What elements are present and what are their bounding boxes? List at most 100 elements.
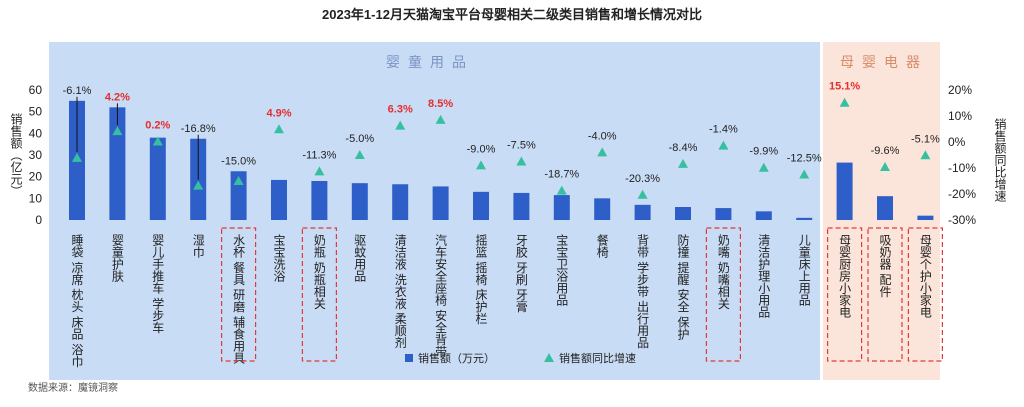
growth-data-label: -6.1% <box>63 85 92 97</box>
sales-bar <box>553 195 570 220</box>
category-label: 儿童床上用品 <box>797 234 811 306</box>
category-label: 牙胶 牙刷 牙膏 <box>514 234 528 313</box>
growth-data-label: 0.2% <box>145 119 170 131</box>
y-tick-label: 40 <box>29 126 43 140</box>
category-label: 奶嘴 奶嘴相关 <box>716 234 730 310</box>
y2-axis-title: 销售额同比增速 <box>993 118 1007 202</box>
svg-text:驱蚊用品: 驱蚊用品 <box>353 234 367 282</box>
svg-text:防撞 提醒 安全 保护: 防撞 提醒 安全 保护 <box>676 233 690 340</box>
section-label-maternal-appliances: 母婴电器 <box>840 54 928 70</box>
growth-marker <box>314 166 325 176</box>
y-tick-label: 10 <box>29 191 43 205</box>
svg-text:宝宝洗浴: 宝宝洗浴 <box>272 234 286 283</box>
sales-bar <box>392 184 409 220</box>
y2-tick-label: 0% <box>948 135 966 149</box>
growth-data-label: -12.5% <box>787 153 822 165</box>
y-tick-label: 30 <box>29 148 43 162</box>
y-axis-right: 20% 10% 0% -10% -20% -30% <box>948 83 976 227</box>
category-label: 摇篮 摇椅 床护栏 <box>474 234 488 325</box>
category-label: 水杯 餐具 研磨 辅食用具 <box>232 234 246 364</box>
dashed-highlight-box <box>221 227 257 362</box>
sales-bar <box>877 196 893 220</box>
growth-marker <box>476 160 486 170</box>
category-label: 奶瓶 奶瓶相关 <box>312 234 326 310</box>
y2-tick-label: 10% <box>948 109 972 123</box>
category-label: 宝宝洗浴 <box>272 234 286 283</box>
svg-text:湿巾: 湿巾 <box>191 233 205 258</box>
dashed-highlight-box <box>907 227 944 362</box>
dashed-highlight-box <box>705 227 742 362</box>
category-label: 婴儿手推车 学步车 <box>151 234 165 334</box>
y2-tick-label: -20% <box>948 187 976 201</box>
svg-text:婴儿手推车 学步车: 婴儿手推车 学步车 <box>151 234 165 334</box>
sales-bar <box>432 186 449 220</box>
svg-text:汽车安全座椅 安全背带: 汽车安全座椅 安全背带 <box>434 233 448 358</box>
growth-marker <box>920 150 931 160</box>
growth-data-label: -20.3% <box>625 173 660 185</box>
category-label: 睡袋 凉席 枕头 床品 浴巾 <box>70 234 84 368</box>
svg-text:吸奶器 配件: 吸奶器 配件 <box>878 234 892 297</box>
sales-bar <box>594 198 611 220</box>
legend: 销售额（万元） 销售额同比增速 <box>405 351 636 365</box>
sales-bar <box>836 162 853 220</box>
svg-text:母婴个护小家电: 母婴个护小家电 <box>918 234 932 318</box>
svg-text:背带 学步带 出行用品: 背带 学步带 出行用品 <box>636 234 650 349</box>
growth-data-label: -15.0% <box>221 155 256 167</box>
category-label: 宝宝卫浴用品 <box>555 234 569 306</box>
sales-bar <box>149 137 166 220</box>
svg-text:睡袋 凉席 枕头 床品 浴巾: 睡袋 凉席 枕头 床品 浴巾 <box>70 234 84 368</box>
sales-bar <box>513 192 530 220</box>
svg-text:摇篮 摇椅 床护栏: 摇篮 摇椅 床护栏 <box>474 234 488 325</box>
data-source: 数据来源：魔镜洞察 <box>28 381 118 394</box>
sales-bar <box>109 107 126 220</box>
svg-text:宝宝卫浴用品: 宝宝卫浴用品 <box>555 234 569 306</box>
category-label: 湿巾 <box>191 233 205 258</box>
svg-text:母婴厨房小家电: 母婴厨房小家电 <box>838 234 852 318</box>
category-label: 驱蚊用品 <box>353 234 367 282</box>
growth-marker <box>112 126 123 136</box>
growth-marker <box>395 120 406 130</box>
growth-data-label: -4.0% <box>588 130 617 142</box>
growth-marker <box>354 150 365 159</box>
legend-bar-label: 销售额（万元） <box>418 351 495 365</box>
growth-marker <box>597 147 608 157</box>
growth-marker <box>516 156 527 166</box>
growth-marker <box>72 152 82 162</box>
dashed-highlight-box <box>301 227 337 362</box>
y-tick-label: 60 <box>29 83 43 97</box>
growth-marker <box>758 162 769 172</box>
growth-data-label: -9.9% <box>749 146 778 158</box>
sales-bar <box>311 181 328 220</box>
sales-bar <box>796 217 813 220</box>
dashed-highlight-box <box>826 227 863 362</box>
growth-marker <box>556 185 567 195</box>
sales-bar <box>351 183 368 220</box>
y-axis-left: 0 10 20 30 40 50 60 <box>29 83 43 227</box>
dashed-highlight-box <box>867 227 903 362</box>
category-label: 汽车安全座椅 安全背带 <box>434 233 448 358</box>
growth-data-label: -11.3% <box>302 149 336 161</box>
growth-marker <box>637 189 648 199</box>
sales-bar <box>715 208 732 220</box>
growth-marker <box>435 114 446 124</box>
growth-data-label: 4.2% <box>105 91 130 103</box>
growth-data-label: 15.1% <box>829 81 860 93</box>
growth-data-label: -9.0% <box>467 143 496 155</box>
chart-title: 2023年1-12月天猫淘宝平台母婴相关二级类目销售和增长情况对比 <box>322 7 702 22</box>
growth-marker <box>799 169 810 179</box>
svg-text:婴童护肤: 婴童护肤 <box>110 234 124 282</box>
growth-data-label: 8.5% <box>428 98 453 110</box>
y-tick-label: 20 <box>29 170 43 184</box>
sales-bar <box>473 191 489 220</box>
chart-marks: -6.1% 4.2% 0.2% -16.8% -15.0% 4.9% -11.3% -5.0%… <box>63 81 940 220</box>
category-label: 吸奶器 配件 <box>878 234 892 297</box>
svg-text:奶瓶 奶瓶相关: 奶瓶 奶瓶相关 <box>312 234 326 310</box>
growth-marker <box>880 161 890 171</box>
growth-marker <box>152 136 163 146</box>
category-label: 清洁液 洗衣液 柔顺剂 <box>393 234 407 349</box>
y-axis-title: 销售额（亿元） <box>9 113 23 197</box>
growth-marker <box>274 124 284 134</box>
y2-tick-label: 20% <box>948 83 972 97</box>
